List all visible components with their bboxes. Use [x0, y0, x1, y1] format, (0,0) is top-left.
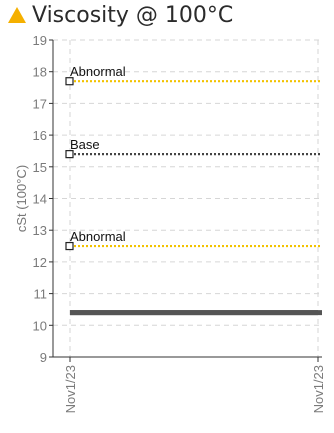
y-tick-label: 18	[33, 65, 47, 80]
chart-title: Viscosity @ 100°C	[32, 3, 234, 28]
y-tick-label: 15	[33, 160, 47, 175]
reference-marker	[65, 77, 74, 86]
y-tick-label: 11	[34, 287, 48, 302]
y-tick-label: 19	[33, 33, 47, 48]
y-tick-label: 16	[33, 128, 47, 143]
warning-triangle-icon	[8, 7, 26, 23]
x-tick-label: Nov1/23	[311, 365, 326, 413]
y-tick-label: 17	[33, 96, 47, 111]
y-tick-label: 12	[33, 255, 47, 270]
y-tick-label: 14	[33, 192, 47, 207]
y-tick-label: 13	[33, 223, 47, 238]
reference-marker	[65, 241, 74, 251]
y-axis-label: cSt (100°C)	[14, 165, 29, 232]
chart-header: Viscosity @ 100°C	[0, 0, 334, 34]
reference-marker	[65, 150, 74, 159]
reference-line-label: Abnormal	[70, 64, 126, 79]
x-tick-label: Nov1/23	[63, 365, 78, 413]
y-tick-label: 10	[33, 318, 47, 333]
reference-line-label: Abnormal	[70, 229, 126, 244]
y-tick-label: 9	[40, 350, 47, 365]
reference-line-label: Base	[70, 137, 100, 152]
